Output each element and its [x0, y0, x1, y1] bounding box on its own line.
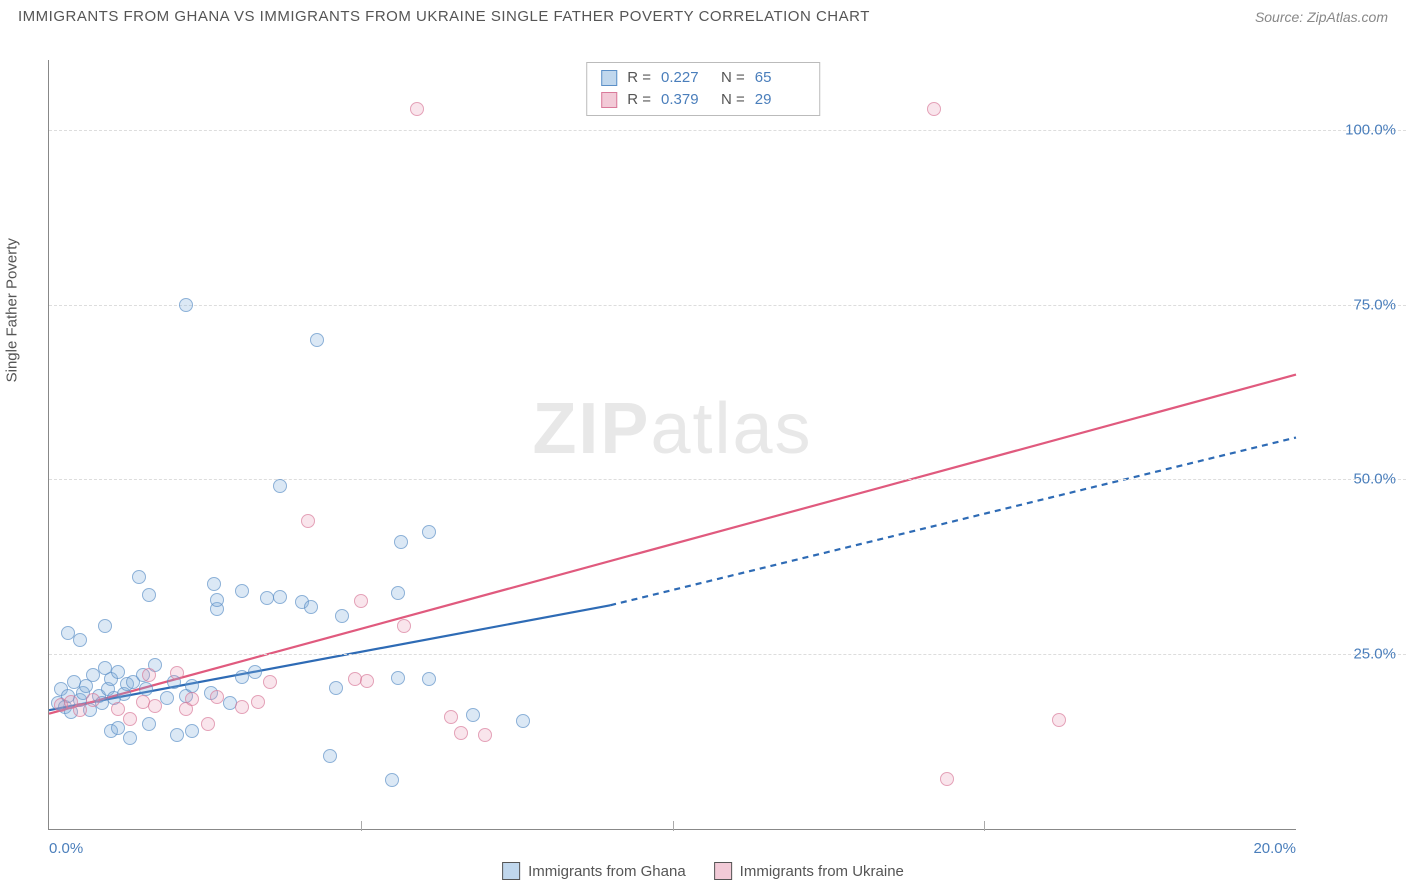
- ghana-data-point: [142, 588, 156, 602]
- ukraine-data-point: [251, 695, 265, 709]
- ghana-data-point: [160, 691, 174, 705]
- ghana-swatch-icon: [502, 862, 520, 880]
- ukraine-data-point: [1052, 713, 1066, 727]
- label-r: R =: [627, 89, 651, 111]
- y-tick-label: 100.0%: [1306, 121, 1396, 138]
- ghana-data-point: [139, 682, 153, 696]
- ukraine-data-point: [397, 619, 411, 633]
- ukraine-data-point: [454, 726, 468, 740]
- ghana-data-point: [142, 717, 156, 731]
- ukraine-r-value: 0.379: [661, 89, 711, 111]
- ghana-swatch-icon: [601, 70, 617, 86]
- y-axis-label: Single Father Poverty: [4, 238, 21, 382]
- ghana-data-point: [185, 679, 199, 693]
- x-tick-label: 20.0%: [1253, 840, 1296, 857]
- ukraine-n-value: 29: [755, 89, 805, 111]
- ghana-data-point: [391, 671, 405, 685]
- ghana-data-point: [329, 681, 343, 695]
- ghana-data-point: [310, 333, 324, 347]
- ukraine-data-point: [86, 693, 100, 707]
- ghana-n-value: 65: [755, 67, 805, 89]
- ghana-trend-line: [49, 605, 610, 710]
- chart-title: IMMIGRANTS FROM GHANA VS IMMIGRANTS FROM…: [18, 8, 870, 25]
- gridline-h: [49, 130, 1406, 131]
- ghana-data-point: [304, 600, 318, 614]
- trend-lines: [49, 60, 1296, 829]
- ghana-data-point: [207, 577, 221, 591]
- legend-item-ukraine: Immigrants from Ukraine: [714, 862, 904, 880]
- ghana-data-point: [273, 590, 287, 604]
- ghana-data-point: [235, 584, 249, 598]
- ghana-data-point: [179, 298, 193, 312]
- ghana-data-point: [170, 728, 184, 742]
- x-tick-label: 0.0%: [49, 840, 83, 857]
- ukraine-swatch-icon: [601, 92, 617, 108]
- ukraine-swatch-icon: [714, 862, 732, 880]
- ghana-data-point: [73, 633, 87, 647]
- y-tick-label: 50.0%: [1306, 471, 1396, 488]
- ukraine-data-point: [444, 710, 458, 724]
- ghana-data-point: [210, 593, 224, 607]
- ghana-data-point: [385, 773, 399, 787]
- ukraine-data-point: [410, 102, 424, 116]
- ghana-data-point: [248, 665, 262, 679]
- gridline-v: [984, 821, 985, 831]
- ghana-data-point: [516, 714, 530, 728]
- ghana-data-point: [98, 619, 112, 633]
- legend: Immigrants from Ghana Immigrants from Uk…: [502, 862, 904, 880]
- source-attribution: Source: ZipAtlas.com: [1255, 9, 1388, 25]
- correlation-stats-box: R = 0.227 N = 65 R = 0.379 N = 29: [586, 62, 820, 116]
- ukraine-data-point: [111, 702, 125, 716]
- ghana-r-value: 0.227: [661, 67, 711, 89]
- ghana-trend-line-extrapolated: [610, 438, 1296, 606]
- ukraine-trend-line: [49, 375, 1296, 714]
- ukraine-data-point: [263, 675, 277, 689]
- ukraine-data-point: [940, 772, 954, 786]
- gridline-v: [673, 821, 674, 831]
- ukraine-data-point: [142, 668, 156, 682]
- ukraine-data-point: [360, 674, 374, 688]
- ukraine-data-point: [148, 699, 162, 713]
- ghana-data-point: [422, 672, 436, 686]
- ukraine-data-point: [210, 690, 224, 704]
- ukraine-data-point: [170, 666, 184, 680]
- legend-item-ghana: Immigrants from Ghana: [502, 862, 686, 880]
- ghana-data-point: [185, 724, 199, 738]
- ukraine-data-point: [185, 692, 199, 706]
- ghana-data-point: [323, 749, 337, 763]
- stats-row-ghana: R = 0.227 N = 65: [601, 67, 805, 89]
- ghana-data-point: [132, 570, 146, 584]
- legend-label-ghana: Immigrants from Ghana: [528, 863, 686, 880]
- ghana-data-point: [123, 731, 137, 745]
- ghana-data-point: [466, 708, 480, 722]
- label-n: N =: [721, 67, 745, 89]
- ukraine-data-point: [73, 703, 87, 717]
- scatter-chart: ZIPatlas 25.0%50.0%75.0%100.0%0.0%20.0%: [48, 60, 1296, 830]
- ukraine-data-point: [354, 594, 368, 608]
- ukraine-data-point: [927, 102, 941, 116]
- ghana-data-point: [335, 609, 349, 623]
- y-tick-label: 75.0%: [1306, 296, 1396, 313]
- gridline-h: [49, 305, 1406, 306]
- ghana-data-point: [422, 525, 436, 539]
- gridline-v: [361, 821, 362, 831]
- label-r: R =: [627, 67, 651, 89]
- ghana-data-point: [111, 721, 125, 735]
- label-n: N =: [721, 89, 745, 111]
- legend-label-ukraine: Immigrants from Ukraine: [740, 863, 904, 880]
- ghana-data-point: [394, 535, 408, 549]
- ghana-data-point: [273, 479, 287, 493]
- ukraine-data-point: [301, 514, 315, 528]
- ghana-data-point: [391, 586, 405, 600]
- stats-row-ukraine: R = 0.379 N = 29: [601, 89, 805, 111]
- ukraine-data-point: [123, 712, 137, 726]
- gridline-h: [49, 479, 1406, 480]
- gridline-h: [49, 654, 1406, 655]
- ukraine-data-point: [478, 728, 492, 742]
- y-tick-label: 25.0%: [1306, 646, 1396, 663]
- ukraine-data-point: [201, 717, 215, 731]
- ukraine-data-point: [235, 700, 249, 714]
